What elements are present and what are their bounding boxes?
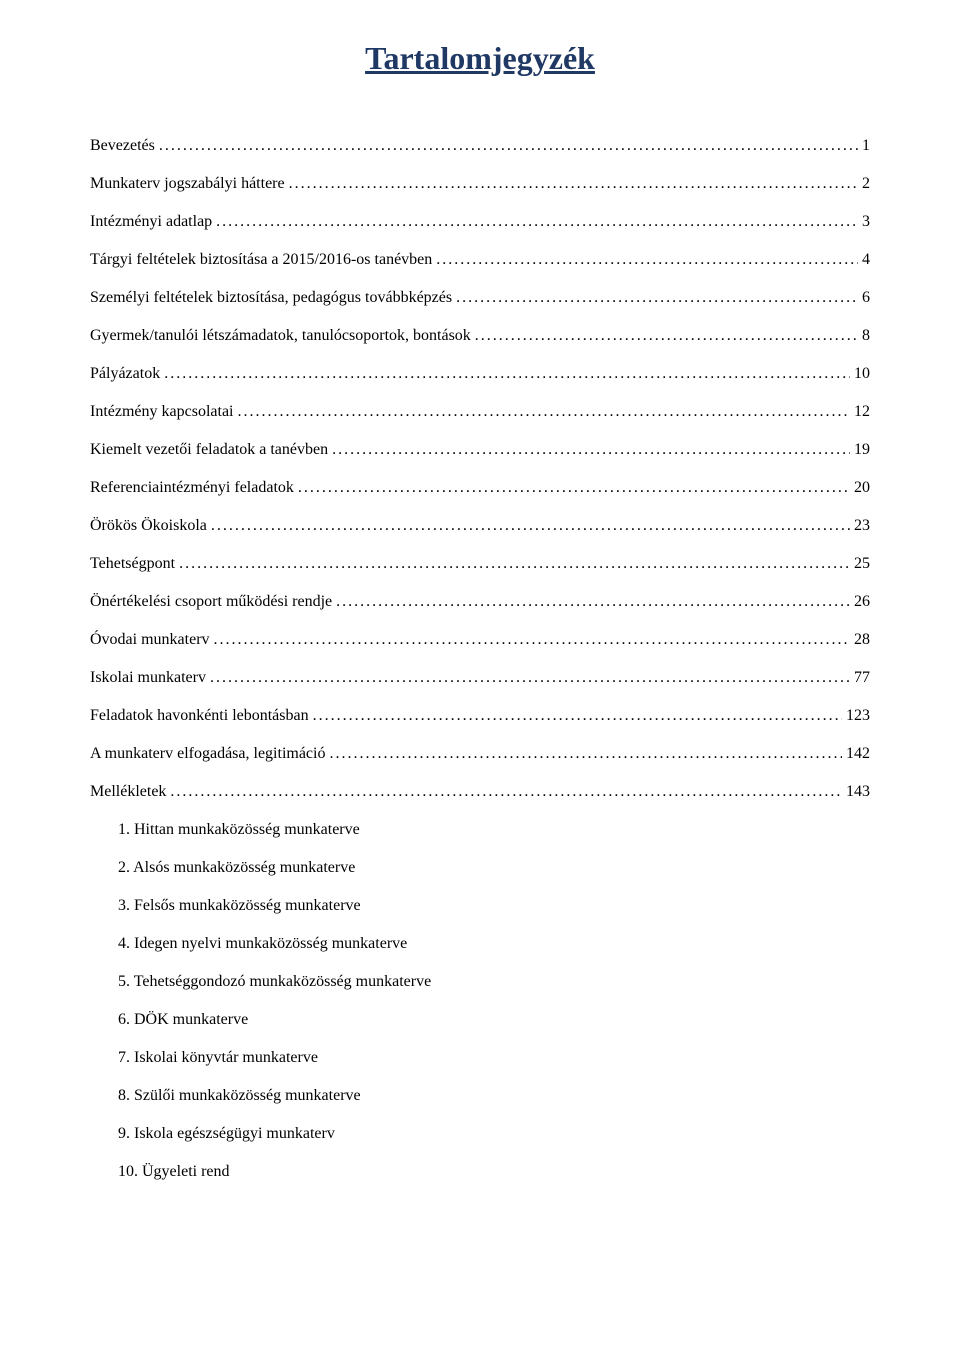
- toc-entry-label: Iskolai munkaterv: [90, 669, 206, 687]
- toc-entry: Óvodai munkaterv 28: [90, 631, 870, 649]
- toc-dot-leader: [332, 441, 850, 459]
- toc-entry-page: 26: [854, 593, 870, 611]
- toc-dot-leader: [216, 213, 858, 231]
- toc-entry-label: Óvodai munkaterv: [90, 631, 210, 649]
- toc-entry-label: Kiemelt vezetői feladatok a tanévben: [90, 441, 328, 459]
- appendix-item: 2. Alsós munkaközösség munkaterve: [90, 859, 870, 877]
- toc-entry: Kiemelt vezetői feladatok a tanévben 19: [90, 441, 870, 459]
- toc-entry-page: 123: [846, 707, 870, 725]
- toc-entry-page: 12: [854, 403, 870, 421]
- appendix-item: 8. Szülői munkaközösség munkaterve: [90, 1087, 870, 1105]
- toc-entry-page: 19: [854, 441, 870, 459]
- page-title: Tartalomjegyzék: [90, 40, 870, 77]
- toc-entry-page: 2: [862, 175, 870, 193]
- toc-entry-page: 8: [862, 327, 870, 345]
- toc-entry: Feladatok havonkénti lebontásban 123: [90, 707, 870, 725]
- toc-entry-page: 143: [846, 783, 870, 801]
- toc-entry-page: 23: [854, 517, 870, 535]
- toc-entry-page: 28: [854, 631, 870, 649]
- appendix-list: 1. Hittan munkaközösség munkaterve 2. Als…: [90, 821, 870, 1181]
- toc-dot-leader: [170, 783, 842, 801]
- toc-entry-label: A munkaterv elfogadása, legitimáció: [90, 745, 325, 763]
- appendix-item: 5. Tehetséggondozó munkaközösség munkate…: [90, 973, 870, 991]
- toc-entry-page: 20: [854, 479, 870, 497]
- toc-entry-label: Örökös Ökoiskola: [90, 517, 207, 535]
- toc-entry: Gyermek/tanulói létszámadatok, tanulócso…: [90, 327, 870, 345]
- toc-entry-page: 77: [854, 669, 870, 687]
- appendix-item: 9. Iskola egészségügyi munkaterv: [90, 1125, 870, 1143]
- toc-entry-label: Gyermek/tanulói létszámadatok, tanulócso…: [90, 327, 471, 345]
- toc-dot-leader: [238, 403, 851, 421]
- toc-dot-leader: [164, 365, 850, 383]
- appendix-item: 1. Hittan munkaközösség munkaterve: [90, 821, 870, 839]
- toc-dot-leader: [289, 175, 858, 193]
- toc-entry: Intézményi adatlap 3: [90, 213, 870, 231]
- toc-dot-leader: [329, 745, 842, 763]
- toc-entry-page: 142: [846, 745, 870, 763]
- toc-dot-leader: [336, 593, 850, 611]
- toc-entry-label: Intézmény kapcsolatai: [90, 403, 234, 421]
- toc-entry-page: 1: [862, 137, 870, 155]
- toc-entry-label: Intézményi adatlap: [90, 213, 212, 231]
- toc-entry-label: Bevezetés: [90, 137, 155, 155]
- toc-entry-label: Munkaterv jogszabályi háttere: [90, 175, 285, 193]
- toc-entry-page: 6: [862, 289, 870, 307]
- toc-entry-label: Referenciaintézményi feladatok: [90, 479, 294, 497]
- toc-entry: A munkaterv elfogadása, legitimáció 142: [90, 745, 870, 763]
- toc-entry-label: Tehetségpont: [90, 555, 175, 573]
- toc-entry: Tehetségpont 25: [90, 555, 870, 573]
- toc-dot-leader: [313, 707, 842, 725]
- appendix-item: 3. Felsős munkaközösség munkaterve: [90, 897, 870, 915]
- toc-entry-page: 4: [862, 251, 870, 269]
- toc-entry-page: 25: [854, 555, 870, 573]
- toc-entry-label: Feladatok havonkénti lebontásban: [90, 707, 309, 725]
- toc-entry: Tárgyi feltételek biztosítása a 2015/201…: [90, 251, 870, 269]
- toc-entry: Bevezetés 1: [90, 137, 870, 155]
- toc-entry-label: Tárgyi feltételek biztosítása a 2015/201…: [90, 251, 432, 269]
- toc-entry: Intézmény kapcsolatai 12: [90, 403, 870, 421]
- toc-entry: Referenciaintézményi feladatok 20: [90, 479, 870, 497]
- toc-dot-leader: [179, 555, 850, 573]
- toc-entry-label: Személyi feltételek biztosítása, pedagóg…: [90, 289, 452, 307]
- toc-entry-page: 3: [862, 213, 870, 231]
- toc-dot-leader: [211, 517, 850, 535]
- toc-entry: Önértékelési csoport működési rendje 26: [90, 593, 870, 611]
- toc-dot-leader: [214, 631, 850, 649]
- appendix-item: 4. Idegen nyelvi munkaközösség munkaterv…: [90, 935, 870, 953]
- toc-entry-label: Mellékletek: [90, 783, 166, 801]
- toc-dot-leader: [475, 327, 858, 345]
- toc-dot-leader: [298, 479, 850, 497]
- appendix-item: 10. Ügyeleti rend: [90, 1163, 870, 1181]
- toc-entry-label: Önértékelési csoport működési rendje: [90, 593, 332, 611]
- toc-dot-leader: [210, 669, 850, 687]
- toc-entry-label: Pályázatok: [90, 365, 160, 383]
- toc-dot-leader: [456, 289, 858, 307]
- toc-entry: Iskolai munkaterv 77: [90, 669, 870, 687]
- toc-entry: Örökös Ökoiskola 23: [90, 517, 870, 535]
- toc-entry: Mellékletek 143: [90, 783, 870, 801]
- appendix-item: 7. Iskolai könyvtár munkaterve: [90, 1049, 870, 1067]
- toc-entry: Munkaterv jogszabályi háttere 2: [90, 175, 870, 193]
- toc-entry-page: 10: [854, 365, 870, 383]
- toc-entry: Személyi feltételek biztosítása, pedagóg…: [90, 289, 870, 307]
- toc-dot-leader: [159, 137, 858, 155]
- toc-dot-leader: [436, 251, 858, 269]
- appendix-item: 6. DÖK munkaterve: [90, 1011, 870, 1029]
- toc-entry: Pályázatok 10: [90, 365, 870, 383]
- toc-list: Bevezetés 1 Munkaterv jogszabályi háttere 2…: [90, 137, 870, 801]
